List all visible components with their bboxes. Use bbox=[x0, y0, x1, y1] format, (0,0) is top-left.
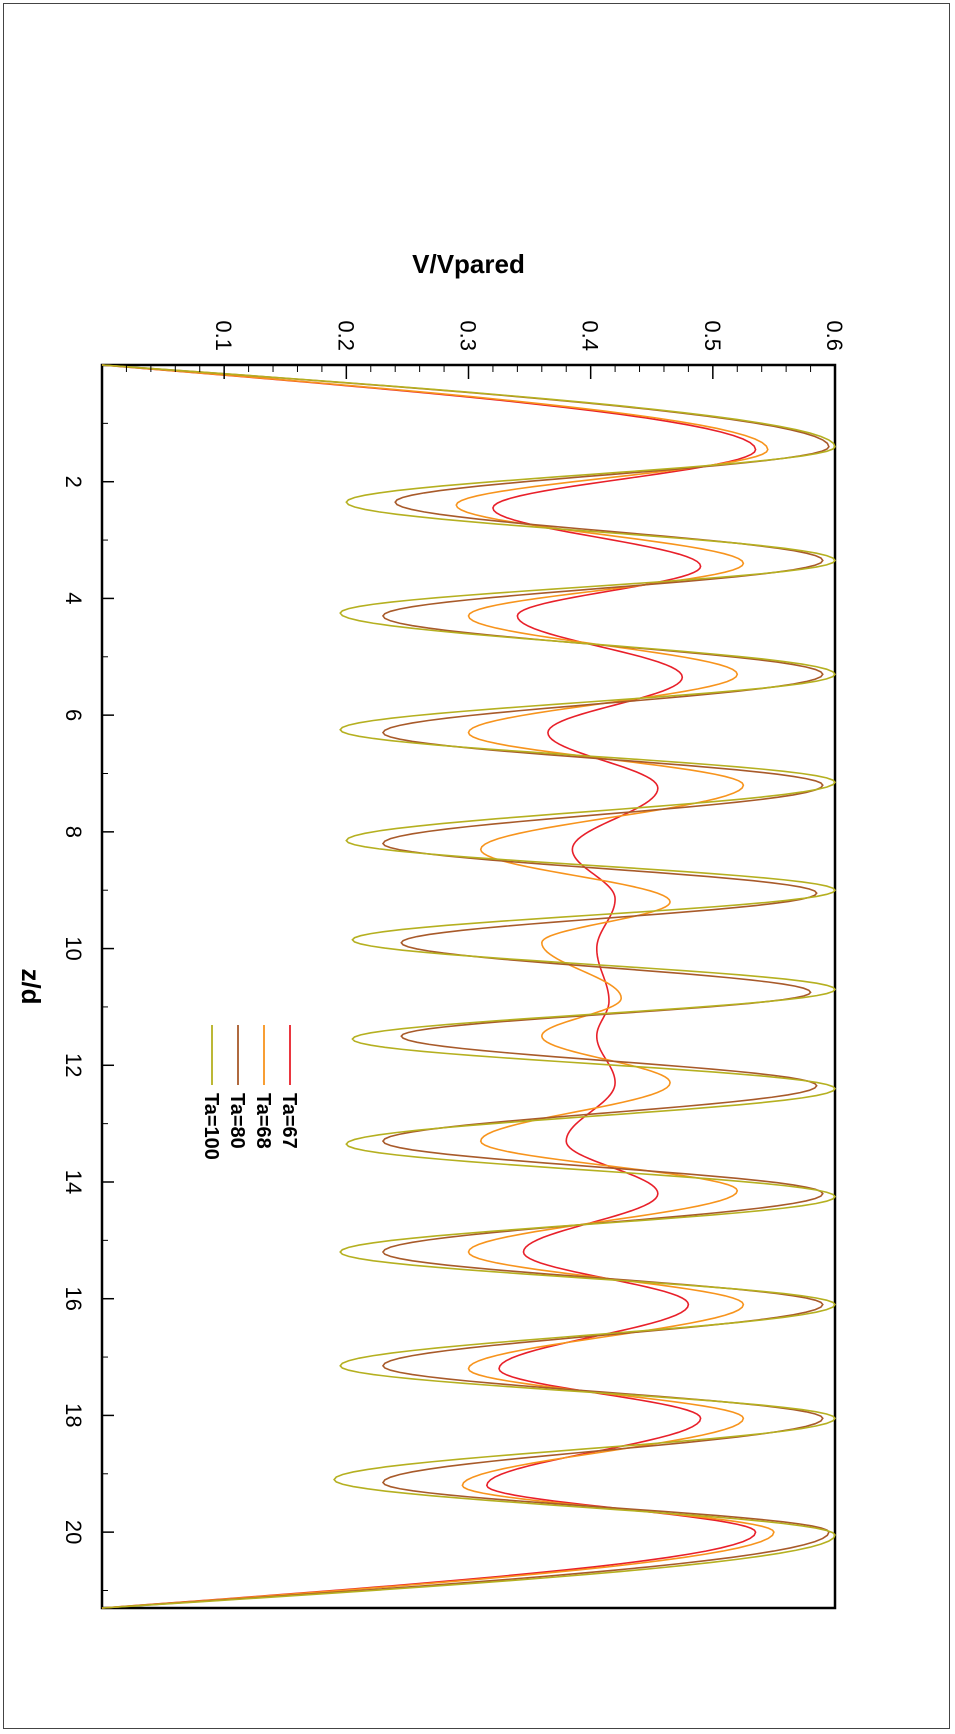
series-line-ta-100 bbox=[101, 364, 837, 1609]
series-line-ta-68 bbox=[101, 364, 775, 1609]
legend-label: Ta=68 bbox=[252, 1093, 274, 1149]
legend-label: Ta=67 bbox=[278, 1093, 300, 1149]
chart-rotated-group: 2 4 6 8 10 12 14 16 18 20 0.1 0.2 0.3 0.4 0.5 0.6 Ta=6… bbox=[16, 249, 847, 1610]
x-tick-label: 16 bbox=[61, 1286, 86, 1310]
plot-frame bbox=[100, 363, 837, 1610]
y-axis-title: V/Vpared bbox=[412, 249, 525, 279]
series-line-ta-67 bbox=[101, 364, 757, 1609]
legend-label: Ta=100 bbox=[200, 1093, 222, 1160]
series-line-ta-80 bbox=[101, 364, 830, 1609]
x-tick-label: 12 bbox=[61, 1053, 86, 1077]
x-tick-label: 14 bbox=[61, 1170, 86, 1194]
x-tick-label: 6 bbox=[61, 709, 86, 721]
y-tick-label: 0.4 bbox=[578, 320, 603, 351]
x-tick-label: 18 bbox=[61, 1403, 86, 1427]
y-tick-label: 0.3 bbox=[456, 320, 481, 351]
y-tick-label: 0.5 bbox=[700, 320, 725, 351]
x-tick-label: 2 bbox=[61, 476, 86, 488]
page-frame bbox=[3, 3, 950, 1729]
x-axis: 2 4 6 8 10 12 14 16 18 20 bbox=[61, 422, 114, 1591]
y-tick-label: 0.2 bbox=[333, 320, 358, 351]
x-tick-label: 8 bbox=[61, 826, 86, 838]
x-tick-label: 10 bbox=[61, 936, 86, 960]
legend-label: Ta=80 bbox=[226, 1093, 248, 1149]
y-axis: 0.1 0.2 0.3 0.4 0.5 0.6 bbox=[125, 320, 847, 379]
x-tick-label: 4 bbox=[61, 592, 86, 604]
y-tick-label: 0.1 bbox=[211, 320, 236, 351]
series-layer bbox=[101, 364, 837, 1609]
x-axis-title: z/d bbox=[16, 968, 46, 1004]
x-tick-label: 20 bbox=[61, 1520, 86, 1544]
y-tick-label: 0.6 bbox=[822, 320, 847, 351]
